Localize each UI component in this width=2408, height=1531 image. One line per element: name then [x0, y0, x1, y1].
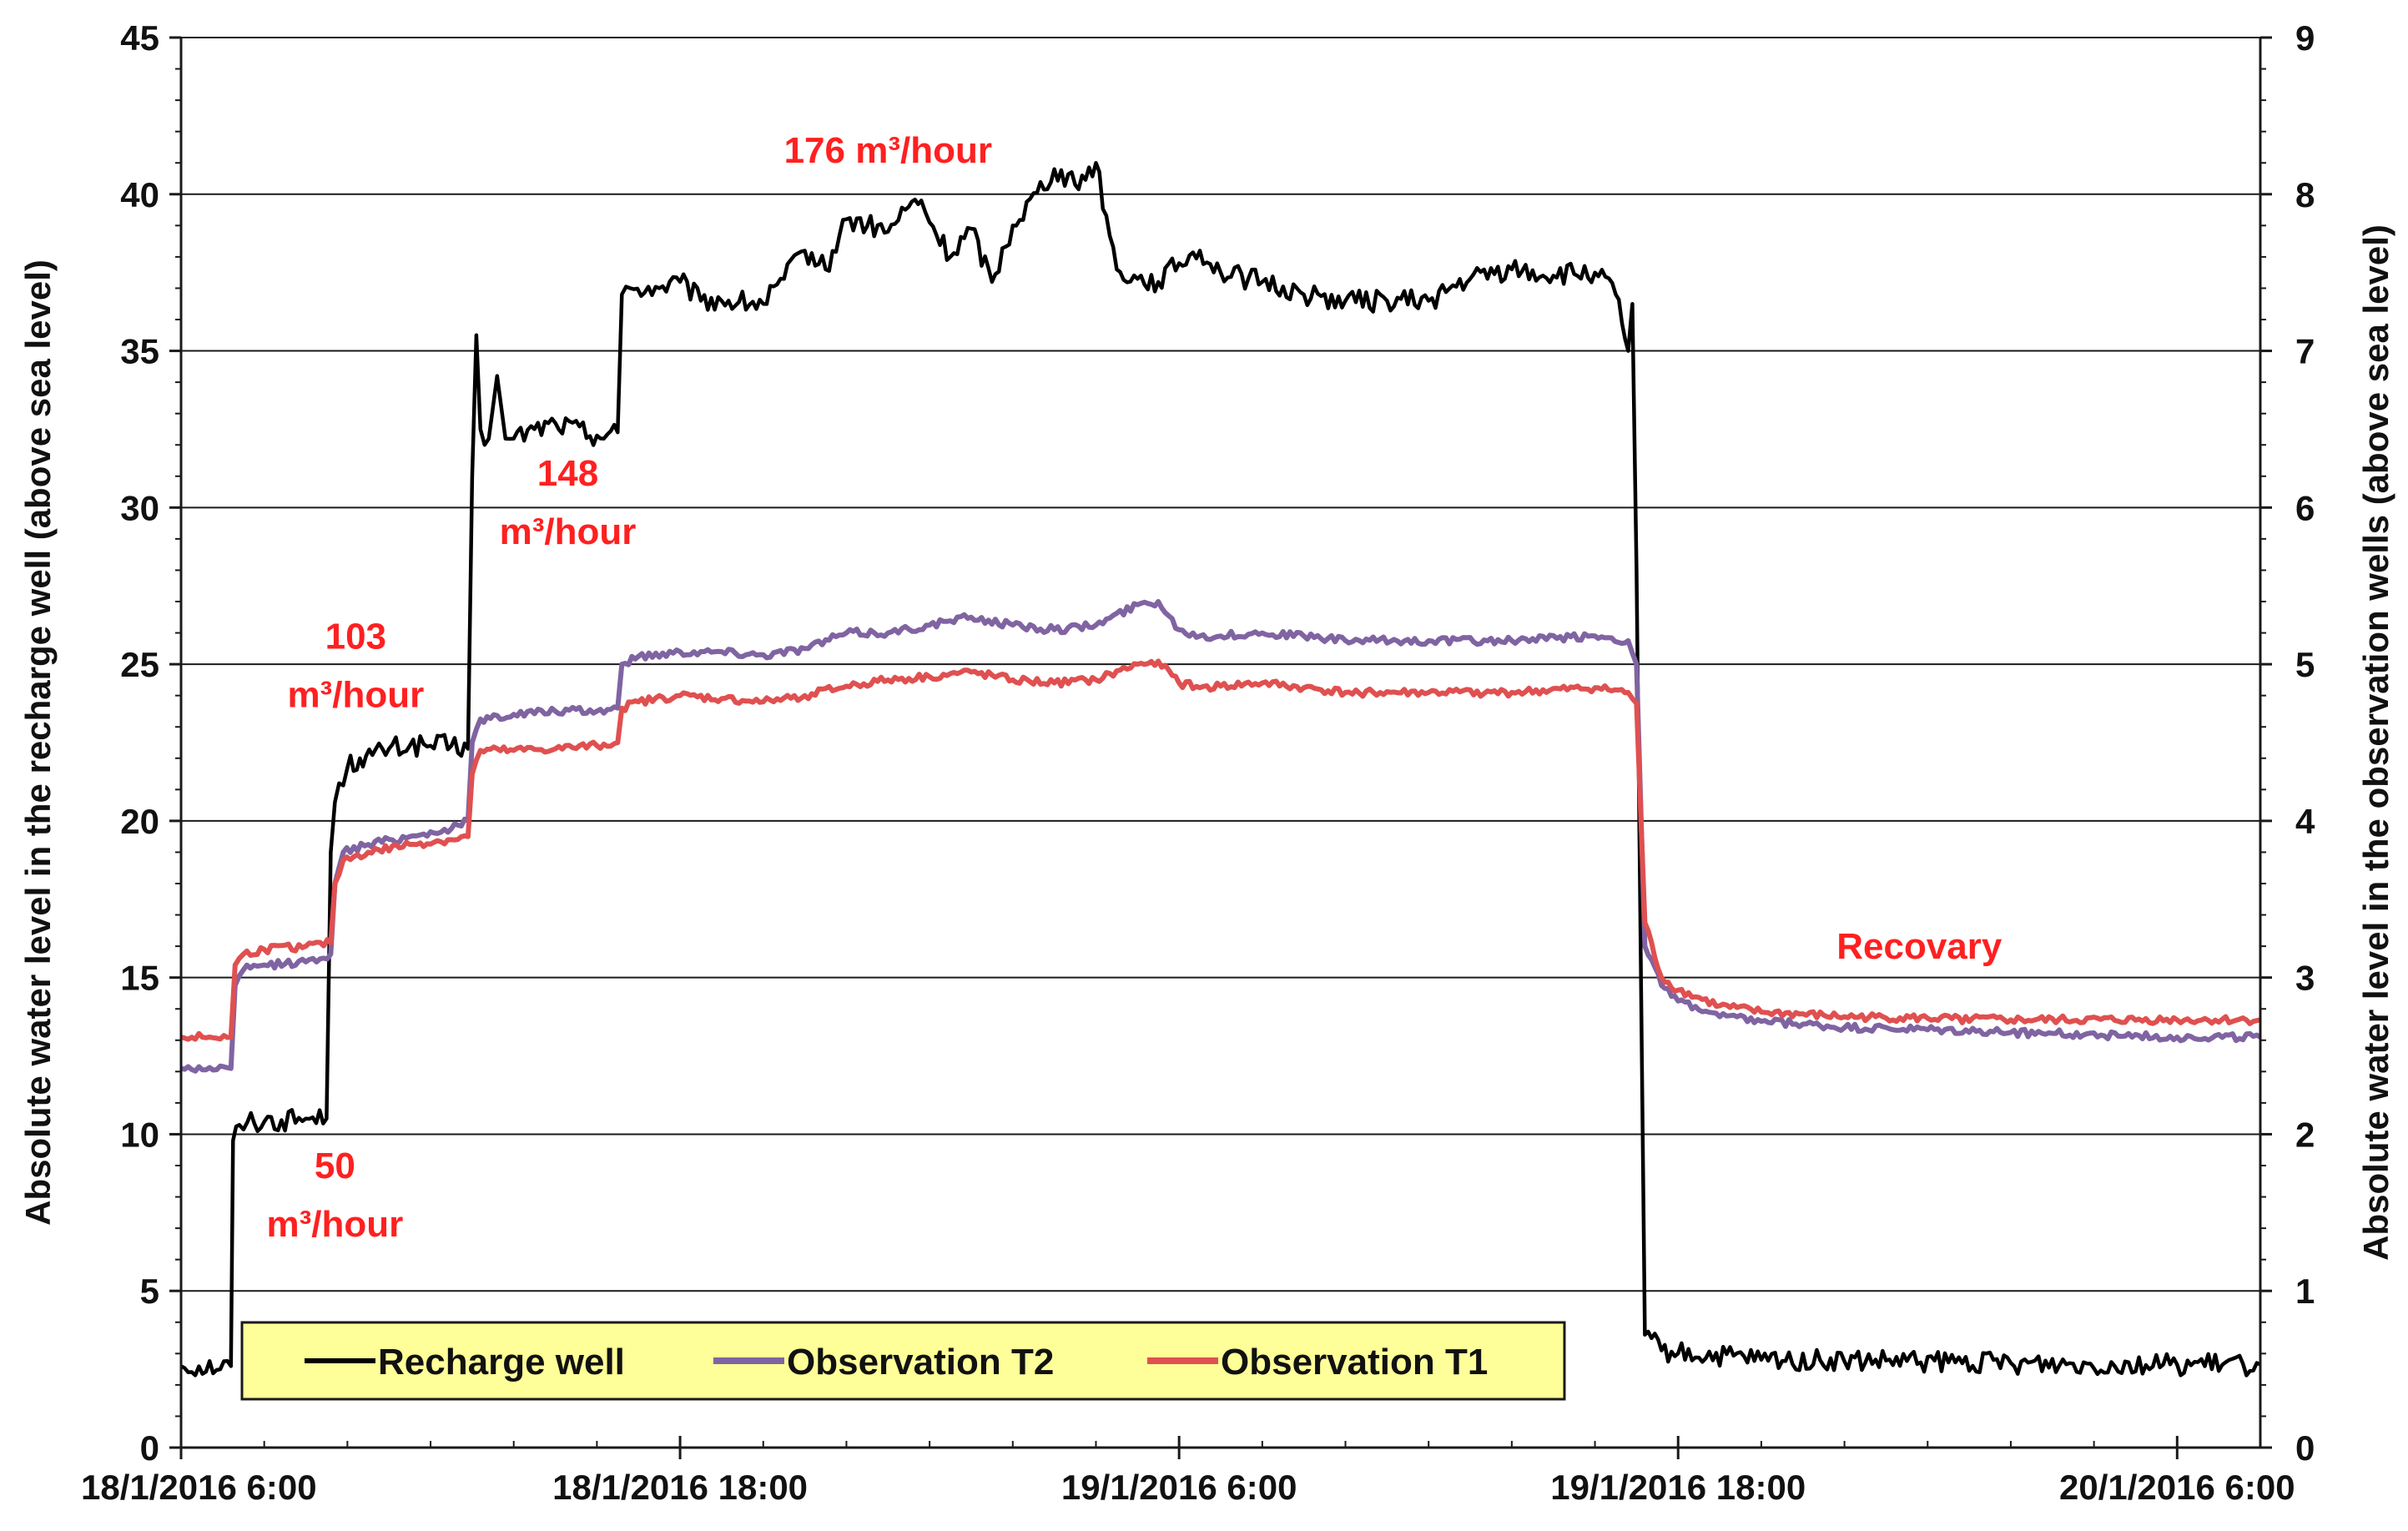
x-tick-label: 18/1/2016 18:00 — [552, 1468, 808, 1507]
annotation-label: m³/hour — [287, 674, 424, 715]
y-tick-label: 20 — [120, 802, 159, 841]
annotation-label: 103 — [325, 616, 386, 657]
y-tick-label: 45 — [120, 18, 159, 58]
y-tick-label: 30 — [120, 488, 159, 527]
annotations: 50 m³/hour 103 m³/hour 148 m³/hour 176 m³/hour… — [267, 130, 2002, 1245]
y2-tick-label: 9 — [2295, 18, 2315, 58]
series-line-recharge-well — [179, 160, 2261, 1377]
y2-tick-label: 6 — [2295, 488, 2315, 527]
y-tick-label: 10 — [120, 1115, 159, 1154]
legend-label: Recharge well — [378, 1342, 625, 1382]
y2-tick-label: 5 — [2295, 645, 2315, 684]
y-tick-label: 0 — [140, 1428, 159, 1468]
y-tick-label: 40 — [120, 175, 159, 214]
legend-label: Observation T2 — [787, 1342, 1054, 1382]
y2-tick-label: 8 — [2295, 175, 2315, 214]
series-lines — [179, 160, 2262, 1377]
y-tick-label: 5 — [140, 1272, 159, 1311]
legend-label: Observation T1 — [1221, 1342, 1488, 1382]
x-tick-label: 19/1/2016 6:00 — [1061, 1468, 1297, 1507]
y-axis-title: Absolute water level in the recharge wel… — [18, 259, 58, 1226]
y2-tick-label: 1 — [2295, 1272, 2315, 1311]
annotation-label: 176 m³/hour — [784, 130, 992, 171]
legend-box — [240, 1321, 1566, 1401]
gridlines — [181, 37, 2260, 1292]
y-tick-label: 25 — [120, 645, 159, 684]
x-tick-label: 19/1/2016 18:00 — [1550, 1468, 1806, 1507]
series-line-observation-t2 — [180, 599, 2262, 1074]
series-line-observation-t1 — [180, 658, 2261, 1042]
y2-tick-label: 0 — [2295, 1428, 2315, 1468]
legend: Recharge well Observation T2 Observation T… — [240, 1321, 1566, 1401]
y2-axis-title: Absolute water level in the observation … — [2356, 224, 2395, 1261]
y2-tick-label: 4 — [2295, 802, 2315, 841]
y2-tick-label: 7 — [2295, 332, 2315, 371]
y-tick-label: 15 — [120, 959, 159, 998]
annotation-label: 50 — [315, 1146, 355, 1186]
annotation-label: m³/hour — [267, 1204, 404, 1245]
annotation-label: m³/hour — [500, 511, 637, 552]
annotation-label: 148 — [537, 453, 598, 494]
y2-tick-label: 3 — [2295, 959, 2315, 998]
x-tick-label: 20/1/2016 6:00 — [2059, 1468, 2295, 1507]
x-tick-label: 18/1/2016 6:00 — [81, 1468, 317, 1507]
y-tick-label: 35 — [120, 332, 159, 371]
y2-tick-label: 2 — [2295, 1115, 2315, 1154]
annotation-label: Recovary — [1836, 926, 2002, 967]
